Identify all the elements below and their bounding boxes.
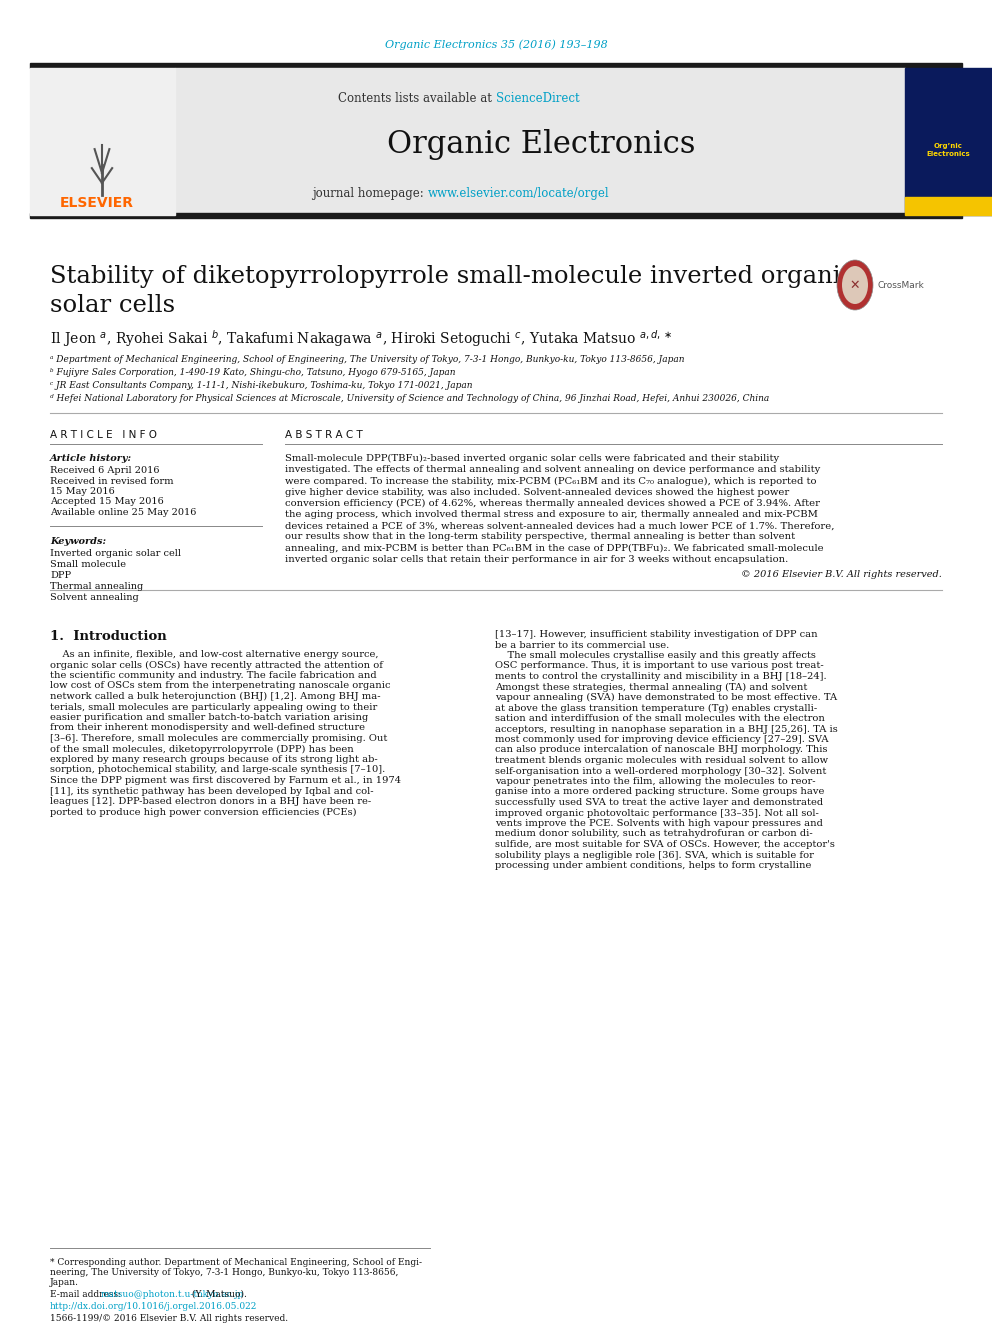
Text: Accepted 15 May 2016: Accepted 15 May 2016 <box>50 497 164 507</box>
Text: give higher device stability, was also included. Solvent-annealed devices showed: give higher device stability, was also i… <box>285 488 790 496</box>
Text: annealing, and mix-PCBM is better than PC₆₁BM in the case of DPP(TBFu)₂. We fabr: annealing, and mix-PCBM is better than P… <box>285 544 823 553</box>
Text: acceptors, resulting in nanophase separation in a BHJ [25,26]. TA is: acceptors, resulting in nanophase separa… <box>495 725 838 733</box>
Text: matsuo@photon.t.u-tokyo.ac.jp: matsuo@photon.t.u-tokyo.ac.jp <box>100 1290 244 1299</box>
Text: Org’nic
Electronics: Org’nic Electronics <box>927 143 970 156</box>
Text: Stability of diketopyrrolopyrrole small-molecule inverted organic
solar cells: Stability of diketopyrrolopyrrole small-… <box>50 265 854 318</box>
Text: [11], its synthetic pathway has been developed by Iqbal and col-: [11], its synthetic pathway has been dev… <box>50 786 374 795</box>
Text: [13–17]. However, insufficient stability investigation of DPP can: [13–17]. However, insufficient stability… <box>495 630 817 639</box>
Text: Keywords:: Keywords: <box>50 537 106 546</box>
Text: DPP: DPP <box>50 572 71 579</box>
Text: © 2016 Elsevier B.V. All rights reserved.: © 2016 Elsevier B.V. All rights reserved… <box>741 570 942 579</box>
Text: As an infinite, flexible, and low-cost alternative energy source,: As an infinite, flexible, and low-cost a… <box>50 650 379 659</box>
Text: The small molecules crystallise easily and this greatly affects: The small molecules crystallise easily a… <box>495 651 815 660</box>
Text: A B S T R A C T: A B S T R A C T <box>285 430 363 441</box>
Text: of the small molecules, diketopyrrolopyrrole (DPP) has been: of the small molecules, diketopyrrolopyr… <box>50 745 354 754</box>
Text: sation and interdiffusion of the small molecules with the electron: sation and interdiffusion of the small m… <box>495 714 825 722</box>
Text: ᵈ Hefei National Laboratory for Physical Sciences at Microscale, University of S: ᵈ Hefei National Laboratory for Physical… <box>50 394 769 404</box>
Text: the scientific community and industry. The facile fabrication and: the scientific community and industry. T… <box>50 671 377 680</box>
Text: ᵃ Department of Mechanical Engineering, School of Engineering, The University of: ᵃ Department of Mechanical Engineering, … <box>50 355 684 364</box>
Text: vapour annealing (SVA) have demonstrated to be most effective. TA: vapour annealing (SVA) have demonstrated… <box>495 693 837 703</box>
Text: CrossMark: CrossMark <box>877 280 924 290</box>
Text: be a barrier to its commercial use.: be a barrier to its commercial use. <box>495 640 670 650</box>
Text: the aging process, which involved thermal stress and exposure to air, thermally : the aging process, which involved therma… <box>285 509 817 519</box>
Text: from their inherent monodispersity and well-defined structure: from their inherent monodispersity and w… <box>50 724 365 733</box>
Text: E-mail address:: E-mail address: <box>50 1290 124 1299</box>
Text: 1.  Introduction: 1. Introduction <box>50 630 167 643</box>
Text: ScienceDirect: ScienceDirect <box>496 91 579 105</box>
Bar <box>30 67 175 216</box>
Text: leagues [12]. DPP-based electron donors in a BHJ have been re-: leagues [12]. DPP-based electron donors … <box>50 796 371 806</box>
Text: Available online 25 May 2016: Available online 25 May 2016 <box>50 508 196 517</box>
Text: sulfide, are most suitable for SVA of OSCs. However, the acceptor's: sulfide, are most suitable for SVA of OS… <box>495 840 835 849</box>
Bar <box>30 213 962 218</box>
Text: ᶜ JR East Consultants Company, 1-11-1, Nishi-ikebukuro, Toshima-ku, Tokyo 171-00: ᶜ JR East Consultants Company, 1-11-1, N… <box>50 381 472 390</box>
Text: were compared. To increase the stability, mix-PCBM (PC₆₁BM and its C₇₀ analogue): were compared. To increase the stability… <box>285 476 816 486</box>
Text: at above the glass transition temperature (Tg) enables crystalli-: at above the glass transition temperatur… <box>495 704 817 713</box>
Text: successfully used SVA to treat the active layer and demonstrated: successfully used SVA to treat the activ… <box>495 798 823 807</box>
Text: ✕: ✕ <box>850 279 860 291</box>
Text: (Y. Matsuo).: (Y. Matsuo). <box>188 1290 247 1299</box>
Text: Japan.: Japan. <box>50 1278 79 1287</box>
Bar <box>175 67 905 216</box>
Text: Thermal annealing: Thermal annealing <box>50 582 143 591</box>
Text: can also produce intercalation of nanoscale BHJ morphology. This: can also produce intercalation of nanosc… <box>495 745 827 754</box>
Text: neering, The University of Tokyo, 7-3-1 Hongo, Bunkyo-ku, Tokyo 113-8656,: neering, The University of Tokyo, 7-3-1 … <box>50 1267 399 1277</box>
Text: 15 May 2016: 15 May 2016 <box>50 487 115 496</box>
Text: processing under ambient conditions, helps to form crystalline: processing under ambient conditions, hel… <box>495 861 811 871</box>
Text: our results show that in the long-term stability perspective, thermal annealing : our results show that in the long-term s… <box>285 532 796 541</box>
Text: most commonly used for improving device efficiency [27–29]. SVA: most commonly used for improving device … <box>495 736 828 744</box>
Text: treatment blends organic molecules with residual solvent to allow: treatment blends organic molecules with … <box>495 755 828 765</box>
Text: Small molecule: Small molecule <box>50 560 126 569</box>
Text: inverted organic solar cells that retain their performance in air for 3 weeks wi: inverted organic solar cells that retain… <box>285 554 789 564</box>
Text: ported to produce high power conversion efficiencies (PCEs): ported to produce high power conversion … <box>50 807 357 816</box>
Text: easier purification and smaller batch-to-batch variation arising: easier purification and smaller batch-to… <box>50 713 368 722</box>
Text: self-organisation into a well-ordered morphology [30–32]. Solvent: self-organisation into a well-ordered mo… <box>495 766 826 775</box>
Text: journal homepage:: journal homepage: <box>312 187 428 200</box>
Bar <box>905 67 992 216</box>
Text: improved organic photovoltaic performance [33–35]. Not all sol-: improved organic photovoltaic performanc… <box>495 808 818 818</box>
Ellipse shape <box>837 261 873 310</box>
Text: Organic Electronics: Organic Electronics <box>387 130 695 160</box>
Text: devices retained a PCE of 3%, whereas solvent-annealed devices had a much lower : devices retained a PCE of 3%, whereas so… <box>285 521 834 531</box>
Text: OSC performance. Thus, it is important to use various post treat-: OSC performance. Thus, it is important t… <box>495 662 823 671</box>
Text: Amongst these strategies, thermal annealing (TA) and solvent: Amongst these strategies, thermal anneal… <box>495 683 807 692</box>
Text: Received in revised form: Received in revised form <box>50 476 174 486</box>
Text: Article history:: Article history: <box>50 454 132 463</box>
Text: ᵇ Fujiyre Sales Corporation, 1-490-19 Kato, Shingu-cho, Tatsuno, Hyogo 679-5165,: ᵇ Fujiyre Sales Corporation, 1-490-19 Ka… <box>50 368 455 377</box>
Text: low cost of OSCs stem from the interpenetrating nanoscale organic: low cost of OSCs stem from the interpene… <box>50 681 391 691</box>
Text: [3–6]. Therefore, small molecules are commercially promising. Out: [3–6]. Therefore, small molecules are co… <box>50 734 387 744</box>
Text: Solvent annealing: Solvent annealing <box>50 593 139 602</box>
Text: investigated. The effects of thermal annealing and solvent annealing on device p: investigated. The effects of thermal ann… <box>285 466 820 474</box>
Text: vapour penetrates into the film, allowing the molecules to reor-: vapour penetrates into the film, allowin… <box>495 777 815 786</box>
Text: 1566-1199/© 2016 Elsevier B.V. All rights reserved.: 1566-1199/© 2016 Elsevier B.V. All right… <box>50 1314 288 1323</box>
Text: www.elsevier.com/locate/orgel: www.elsevier.com/locate/orgel <box>428 187 610 200</box>
Text: vents improve the PCE. Solvents with high vapour pressures and: vents improve the PCE. Solvents with hig… <box>495 819 823 828</box>
Text: Inverted organic solar cell: Inverted organic solar cell <box>50 549 181 558</box>
Text: http://dx.doi.org/10.1016/j.orgel.2016.05.022: http://dx.doi.org/10.1016/j.orgel.2016.0… <box>50 1302 257 1311</box>
Text: terials, small molecules are particularly appealing owing to their: terials, small molecules are particularl… <box>50 703 377 712</box>
Text: organic solar cells (OSCs) have recently attracted the attention of: organic solar cells (OSCs) have recently… <box>50 660 383 669</box>
Text: solubility plays a negligible role [36]. SVA, which is suitable for: solubility plays a negligible role [36].… <box>495 851 813 860</box>
Text: ganise into a more ordered packing structure. Some groups have: ganise into a more ordered packing struc… <box>495 787 824 796</box>
Text: explored by many research groups because of its strong light ab-: explored by many research groups because… <box>50 755 378 763</box>
Text: sorption, photochemical stability, and large-scale synthesis [7–10].: sorption, photochemical stability, and l… <box>50 766 385 774</box>
Text: * Corresponding author. Department of Mechanical Engineering, School of Engi-: * Corresponding author. Department of Me… <box>50 1258 422 1267</box>
Text: conversion efficiency (PCE) of 4.62%, whereas thermally annealed devices showed : conversion efficiency (PCE) of 4.62%, wh… <box>285 499 820 508</box>
Text: Since the DPP pigment was first discovered by Farnum et al., in 1974: Since the DPP pigment was first discover… <box>50 777 401 785</box>
Ellipse shape <box>842 266 868 304</box>
Text: medium donor solubility, such as tetrahydrofuran or carbon di-: medium donor solubility, such as tetrahy… <box>495 830 812 839</box>
Text: Organic Electronics 35 (2016) 193–198: Organic Electronics 35 (2016) 193–198 <box>385 40 607 50</box>
Text: Small-molecule DPP(TBFu)₂-based inverted organic solar cells were fabricated and: Small-molecule DPP(TBFu)₂-based inverted… <box>285 454 779 463</box>
Text: Received 6 April 2016: Received 6 April 2016 <box>50 466 160 475</box>
Bar <box>30 64 962 67</box>
Text: Il Jeon $^{a}$, Ryohei Sakai $^{b}$, Takafumi Nakagawa $^{a}$, Hiroki Setoguchi : Il Jeon $^{a}$, Ryohei Sakai $^{b}$, Tak… <box>50 328 673 349</box>
Text: ELSEVIER: ELSEVIER <box>60 196 134 210</box>
Text: network called a bulk heterojunction (BHJ) [1,2]. Among BHJ ma-: network called a bulk heterojunction (BH… <box>50 692 381 701</box>
Bar <box>905 197 992 216</box>
Text: Contents lists available at: Contents lists available at <box>338 91 496 105</box>
Text: A R T I C L E   I N F O: A R T I C L E I N F O <box>50 430 157 441</box>
Text: ments to control the crystallinity and miscibility in a BHJ [18–24].: ments to control the crystallinity and m… <box>495 672 826 681</box>
